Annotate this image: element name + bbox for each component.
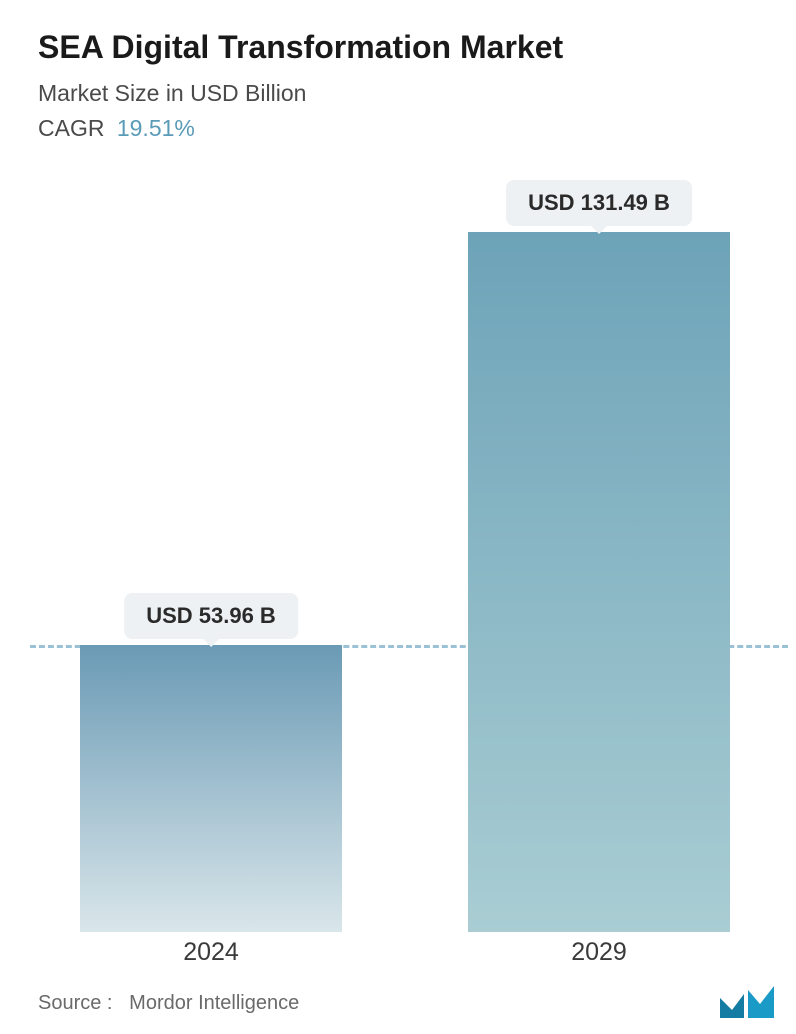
x-label-2024: 2024 [183, 938, 239, 967]
source-label: Source : [38, 992, 112, 1014]
value-badge-2029: USD 131.49 B [506, 180, 692, 226]
source-text: Source : Mordor Intelligence [38, 992, 299, 1015]
chart-title: SEA Digital Transformation Market [38, 28, 766, 66]
chart-subtitle: Market Size in USD Billion [38, 80, 766, 107]
mordor-logo-icon [718, 986, 776, 1020]
bar-2024: USD 53.96 B [80, 645, 342, 932]
bar-2029: USD 131.49 B [468, 232, 730, 932]
cagr-row: CAGR 19.51% [38, 115, 766, 142]
bar-fill-2024 [80, 645, 342, 932]
x-axis-labels: 2024 2029 [30, 938, 788, 978]
brand-logo [718, 986, 776, 1020]
value-badge-2024: USD 53.96 B [124, 593, 298, 639]
chart-footer: Source : Mordor Intelligence [38, 986, 776, 1020]
cagr-label: CAGR [38, 115, 104, 141]
source-name: Mordor Intelligence [129, 992, 299, 1014]
cagr-value: 19.51% [117, 115, 195, 141]
chart-plot-area: USD 53.96 B USD 131.49 B [30, 162, 788, 932]
x-label-2029: 2029 [571, 938, 627, 967]
bar-fill-2029 [468, 232, 730, 932]
